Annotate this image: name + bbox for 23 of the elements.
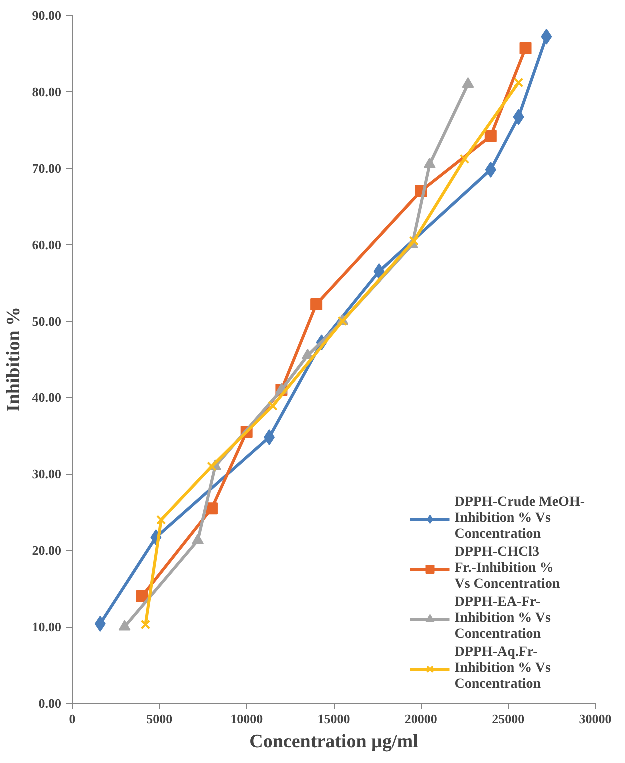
x-tick-label: 15000 bbox=[318, 712, 350, 726]
y-tick-label: 40.00 bbox=[32, 390, 62, 406]
legend-label: DPPH-CHCl3 Fr.-Inhibition % Vs Concentration bbox=[454, 545, 560, 593]
x-tick-label: 10000 bbox=[230, 712, 264, 726]
x-tick-label: 0 bbox=[69, 712, 76, 726]
x-axis-title: Concentration µg/ml bbox=[250, 732, 418, 752]
x-tick-label: 20000 bbox=[404, 712, 438, 726]
x-tick-label: 25000 bbox=[492, 712, 525, 726]
y-tick-label: 0.00 bbox=[38, 696, 62, 711]
legend-label: DPPH-Aq.Fr-Inhibition % Vs Concentration bbox=[454, 645, 551, 693]
y-tick-label: 50.00 bbox=[32, 314, 62, 329]
y-axis-title: Inhibition % bbox=[3, 306, 24, 412]
y-tick-label: 20.00 bbox=[32, 543, 62, 558]
y-tick-label: 60.00 bbox=[32, 237, 62, 252]
y-tick-label: 30.00 bbox=[32, 466, 62, 482]
x-tick-label: 30000 bbox=[579, 712, 612, 726]
legend-label: DPPH-Crude MeOH-Inhibition % Vs Concentration bbox=[454, 495, 585, 543]
y-tick-label: 10.00 bbox=[32, 620, 62, 635]
y-tick-label: 90.00 bbox=[32, 8, 62, 23]
x-tick-label: 5000 bbox=[146, 712, 173, 726]
y-tick-label: 80.00 bbox=[32, 84, 62, 100]
legend-label: DPPH-EA-Fr-Inhibition % Vs Concentration bbox=[454, 595, 551, 643]
y-tick-label: 70.00 bbox=[32, 160, 62, 176]
